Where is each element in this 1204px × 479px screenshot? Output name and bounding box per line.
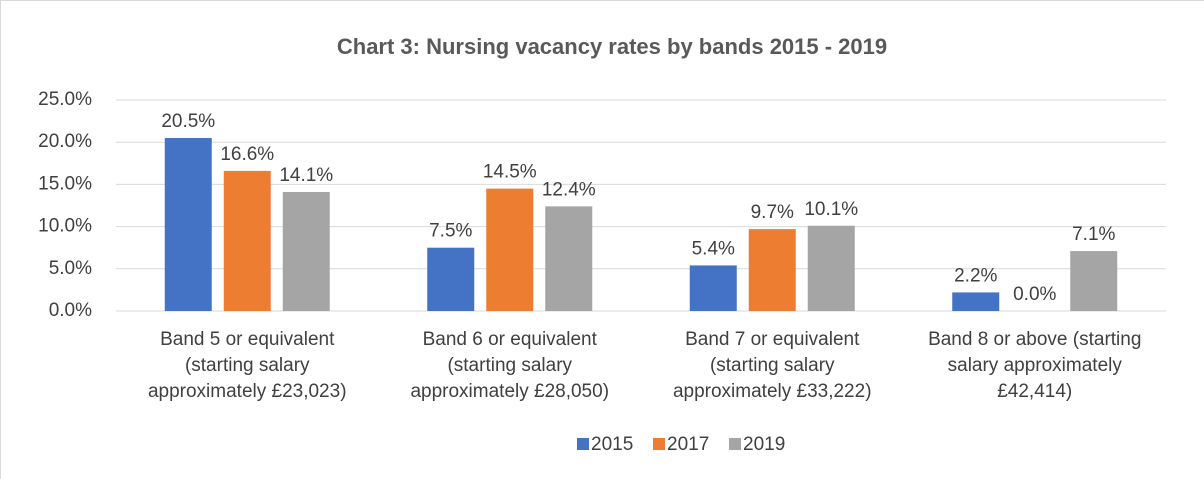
y-tick-label: 5.0%	[49, 258, 92, 279]
bar	[545, 206, 593, 311]
y-tick-label: 25.0%	[38, 89, 92, 110]
data-label: 14.5%	[483, 162, 537, 183]
data-label: 7.1%	[1072, 224, 1115, 245]
data-label: 16.6%	[220, 144, 274, 165]
y-tick-label: 0.0%	[49, 300, 92, 321]
bar	[486, 188, 534, 311]
legend-label: 2019	[743, 434, 785, 455]
x-tick-label: Band 8 or above (starting salary approxi…	[928, 329, 1142, 402]
bar	[748, 229, 796, 311]
legend-swatch	[577, 438, 589, 450]
data-label: 20.5%	[161, 111, 215, 132]
data-label: 10.1%	[804, 199, 858, 220]
bar	[164, 137, 212, 311]
y-tick-label: 10.0%	[38, 216, 92, 237]
data-label: 9.7%	[751, 202, 794, 223]
bar	[282, 191, 330, 311]
data-label: 7.5%	[429, 221, 472, 242]
data-label: 5.4%	[692, 238, 735, 259]
data-label: 0.0%	[1013, 284, 1056, 305]
x-tick-label: Band 7 or equivalent (starting salary ap…	[672, 329, 872, 402]
bar	[689, 265, 737, 311]
y-tick-label: 20.0%	[38, 131, 92, 152]
x-tick-label: Band 5 or equivalent (starting salary ap…	[147, 329, 347, 402]
legend-swatch	[729, 438, 741, 450]
bar	[1070, 251, 1118, 311]
y-tick-label: 15.0%	[38, 173, 92, 194]
data-label: 14.1%	[279, 165, 333, 186]
legend-label: 2017	[667, 434, 709, 455]
legend-label: 2015	[591, 434, 633, 455]
bar	[952, 292, 1000, 311]
bar	[807, 225, 855, 311]
legend-swatch	[653, 438, 665, 450]
bar	[427, 247, 475, 311]
data-label: 2.2%	[954, 265, 997, 286]
x-tick-label: Band 6 or equivalent (starting salary ap…	[410, 329, 610, 402]
bar	[223, 170, 271, 311]
chart-title: Chart 3: Nursing vacancy rates by bands …	[337, 34, 887, 59]
data-label: 12.4%	[542, 179, 596, 200]
